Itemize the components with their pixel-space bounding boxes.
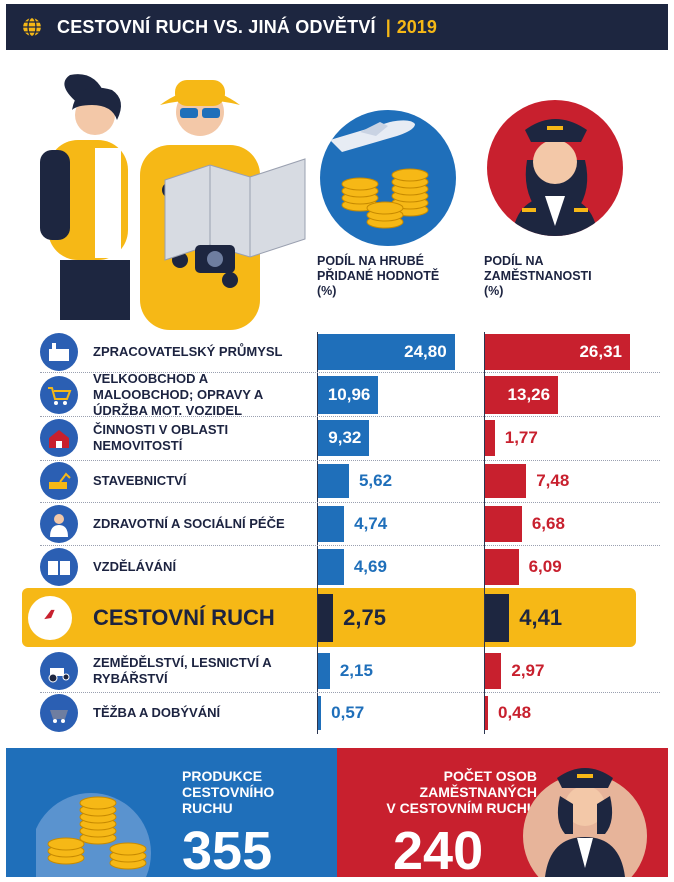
gva-bar xyxy=(318,464,349,498)
gva-bar xyxy=(318,594,334,642)
category-label: ZEMĚDĚLSTVÍ, LESNICTVÍ A RYBÁŘSTVÍ xyxy=(93,655,272,686)
gva-value-label: 4,74 xyxy=(354,514,388,533)
doctor-icon xyxy=(40,505,78,543)
row-separator xyxy=(40,545,660,546)
emp-value-label: 26,31 xyxy=(579,342,622,361)
emp-bar xyxy=(485,506,522,542)
gva-value-label: 24,80 xyxy=(404,342,447,361)
emp-title-line2: ZAMĚSTNANOSTI xyxy=(484,269,592,283)
emp-bar xyxy=(485,594,510,642)
emp-value-label: 1,77 xyxy=(504,428,538,447)
pilot-small-icon xyxy=(523,768,647,877)
production-number: 355 xyxy=(182,821,273,881)
title-bar: CESTOVNÍ RUCH VS. JINÁ ODVĚTVÍ | 2019 xyxy=(6,4,668,50)
gva-value-label: 4,69 xyxy=(353,557,387,576)
gva-bar xyxy=(318,420,370,456)
coins-icon xyxy=(36,793,151,877)
title-separator: | xyxy=(385,16,391,37)
shopping-cart-icon xyxy=(40,376,78,414)
emp-title-unit: (%) xyxy=(484,284,504,298)
emp-value-label: 4,41 xyxy=(519,605,563,630)
gva-value-label: 2,75 xyxy=(343,605,386,630)
gva-bar xyxy=(318,506,345,542)
emp-bar xyxy=(485,696,488,730)
gva-title-line1: PODÍL NA HRUBÉ xyxy=(317,254,424,268)
emp-value-label: 6,68 xyxy=(531,514,565,533)
gva-column-title: PODÍL NA HRUBÉ PŘIDANÉ HODNOTĚ (%) xyxy=(317,254,439,299)
mine-cart-icon xyxy=(40,694,78,732)
employment-label: POČET OSOB ZAMĚSTNANÝCH V CESTOVNÍM RUCH… xyxy=(377,768,537,816)
gva-axis-line xyxy=(317,332,318,734)
category-label: STAVEBNICTVÍ xyxy=(93,473,187,488)
employment-label-line1: POČET OSOB xyxy=(443,768,537,784)
title-year: 2019 xyxy=(396,16,437,37)
category-label: VELKOOBCHOD A MALOOBCHOD; OPRAVY A ÚDRŽB… xyxy=(93,371,263,418)
house-icon xyxy=(40,419,78,457)
emp-axis-line xyxy=(484,332,485,734)
emp-value-label: 13,26 xyxy=(507,385,551,404)
category-label: ZDRAVOTNÍ A SOCIÁLNÍ PÉČE xyxy=(93,516,285,531)
production-label-line2: CESTOVNÍHO xyxy=(182,784,275,800)
gva-bar xyxy=(318,653,330,689)
emp-value-label: 0,48 xyxy=(498,703,532,722)
emp-bar xyxy=(485,549,519,585)
globe-icon xyxy=(21,16,43,38)
tourism-production-panel: PRODUKCE CESTOVNÍHO RUCHU 355 xyxy=(6,748,337,881)
tourism-employment-panel: POČET OSOB ZAMĚSTNANÝCH V CESTOVNÍM RUCH… xyxy=(337,748,668,881)
row-separator xyxy=(40,502,660,503)
factory-icon xyxy=(40,333,78,371)
gva-value-label: 5,62 xyxy=(358,471,393,490)
gva-bar xyxy=(318,376,379,414)
row-separator xyxy=(40,460,660,461)
emp-column-title: PODÍL NA ZAMĚSTNANOSTI (%) xyxy=(484,254,592,299)
gva-bar xyxy=(318,696,322,730)
gva-title-unit: (%) xyxy=(317,284,337,298)
tractor-icon xyxy=(40,652,78,690)
gva-bar xyxy=(318,549,344,585)
gva-title-line2: PŘIDANÉ HODNOTĚ xyxy=(317,269,440,283)
gva-bar xyxy=(318,334,455,370)
production-label: PRODUKCE CESTOVNÍHO RUCHU xyxy=(182,768,274,816)
book-icon xyxy=(40,548,78,586)
emp-bar xyxy=(485,653,502,689)
row-separator xyxy=(40,692,660,693)
row-separator xyxy=(40,416,660,417)
airplane-icon xyxy=(28,596,72,640)
category-label: TĚŽBA A DOBÝVÁNÍ xyxy=(93,705,221,720)
production-label-line3: RUCHU xyxy=(182,800,233,816)
gva-value-label: 9,32 xyxy=(328,428,362,447)
category-label: ZPRACOVATELSKÝ PRŮMYSL xyxy=(93,344,283,359)
tourists-illustration xyxy=(40,74,306,330)
row-separator xyxy=(40,372,660,373)
employment-number: 240 xyxy=(393,821,484,881)
employment-label-line3: V CESTOVNÍM RUCHU xyxy=(386,800,537,816)
page-title: CESTOVNÍ RUCH VS. JINÁ ODVĚTVÍ xyxy=(57,16,376,37)
production-label-line1: PRODUKCE xyxy=(182,768,263,784)
employment-label-line2: ZAMĚSTNANÝCH xyxy=(419,784,537,800)
category-label: CESTOVNÍ RUCH xyxy=(93,605,275,630)
gva-value-label: 0,57 xyxy=(331,703,365,722)
emp-bar xyxy=(485,464,527,498)
emp-value-label: 6,09 xyxy=(528,557,562,576)
emp-title-line1: PODÍL NA xyxy=(484,254,544,268)
excavator-icon xyxy=(40,462,78,500)
airplane-coins-illustration xyxy=(320,110,456,246)
gva-value-label: 10,96 xyxy=(327,385,371,404)
gva-value-label: 2,15 xyxy=(339,661,373,680)
emp-bar xyxy=(485,334,630,370)
emp-value-label: 2,97 xyxy=(511,661,545,680)
pilot-illustration xyxy=(487,100,623,236)
emp-value-label: 7,48 xyxy=(536,471,570,490)
emp-bar xyxy=(485,420,495,456)
category-label: ČINNOSTI V OBLASTI NEMOVITOSTÍ xyxy=(93,422,229,453)
category-label: VZDĚLÁVÁNÍ xyxy=(93,559,177,574)
emp-bar xyxy=(485,376,559,414)
